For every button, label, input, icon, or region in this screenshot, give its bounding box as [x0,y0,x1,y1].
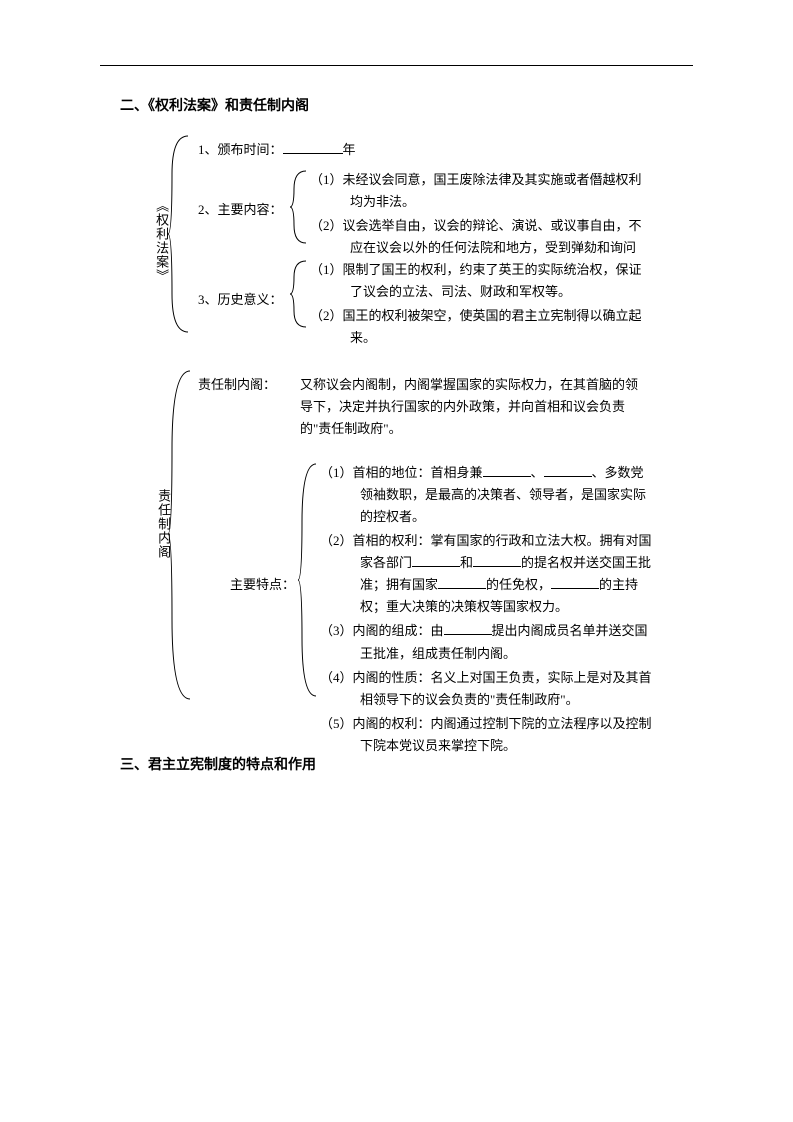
m4: （4）内阁的性质：名义上对国王负责，实际上是对及其首相领导下的议会负责的"责任制… [320,667,655,711]
blank-m1-1[interactable] [483,464,531,476]
item2-subitems: （1）未经议会同意，国王废除法律及其实施或者僭越权利均为非法。 （2）议会选举自… [310,169,650,261]
bracket-main [298,462,318,702]
item2-sub2: （2）议会选举自由，议会的辩论、演说、或议事自由，不应在议会以外的任何法院和地方… [310,215,650,259]
m2-d: 的任免权， [486,577,551,592]
page-content: 二、《权利法案》和责任制内阁 《权利法案》 1、颁布时间：年 2、主要内容： （… [120,95,693,798]
m3: （3）内阁的组成：由提出内阁成员名单并送交国王批准，组成责任制内阁。 [320,620,655,664]
item3-label: 3、历史意义： [198,289,283,311]
item2-label: 2、主要内容： [198,199,283,221]
main-subitems: （1）首相的地位：首相身兼、、多数党领袖数职，是最高的决策者、领导者，是国家实际… [320,462,655,759]
m3-a: （3）内阁的组成：由 [320,623,444,638]
bracket-group2-outer [168,369,192,709]
m1-b: 、 [531,465,544,480]
item3-sub1: （1）限制了国王的权利，约束了英王的实际统治权，保证了议会的立法、司法、财政和军… [310,259,650,303]
item3-sub2: （2）国王的权利被架空，使英国的君主立宪制得以确立起来。 [310,305,650,349]
item1-label: 1、颁布时间： [198,142,283,157]
main-label: 主要特点： [230,574,295,596]
blank-year[interactable] [283,141,343,153]
bracket-item3 [290,259,308,331]
blank-m1-2[interactable] [544,464,592,476]
bracket-group1-outer [168,134,190,344]
m2: （2）首相的权利：掌有国家的行政和立法大权。拥有对国家各部门和的提名权并送交国王… [320,530,655,618]
top-horizontal-rule [100,65,693,66]
bracket-item2 [290,169,308,247]
blank-m2-4[interactable] [551,577,599,589]
item1-time: 1、颁布时间： 年 [198,139,356,161]
def-text: 又称议会内阁制，内阁掌握国家的实际权力，在其首脑的领导下，决定并执行国家的内外政… [300,374,650,440]
blank-m2-2[interactable] [473,555,521,567]
m1-a: （1）首相的地位：首相身兼 [320,465,483,480]
item3-subitems: （1）限制了国王的权利，约束了英王的实际统治权，保证了议会的立法、司法、财政和军… [310,259,650,351]
m2-b: 和 [460,555,473,570]
blank-m2-1[interactable] [412,555,460,567]
group-responsible-cabinet: 责任制内阁 责任制内阁： 又称议会内阁制，内阁掌握国家的实际权力，在其首脑的领导… [120,374,693,714]
group-rights-bill: 《权利法案》 1、颁布时间：年 2、主要内容： （1）未经议会同意，国王废除法律… [120,139,693,349]
blank-m2-3[interactable] [438,577,486,589]
m5: （5）内阁的权利：内阁通过控制下院的立法程序以及控制下院本党议员来掌控下院。 [320,713,655,757]
heading-section-2: 二、《权利法案》和责任制内阁 [120,95,693,119]
def-label: 责任制内阁： [198,374,276,396]
item2-sub1: （1）未经议会同意，国王废除法律及其实施或者僭越权利均为非法。 [310,169,650,213]
m1: （1）首相的地位：首相身兼、、多数党领袖数职，是最高的决策者、领导者，是国家实际… [320,462,655,528]
blank-m3-1[interactable] [444,623,492,635]
item1-suffix: 年 [343,142,356,157]
